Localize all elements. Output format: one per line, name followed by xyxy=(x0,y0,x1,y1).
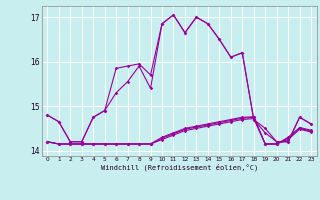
X-axis label: Windchill (Refroidissement éolien,°C): Windchill (Refroidissement éolien,°C) xyxy=(100,164,258,171)
